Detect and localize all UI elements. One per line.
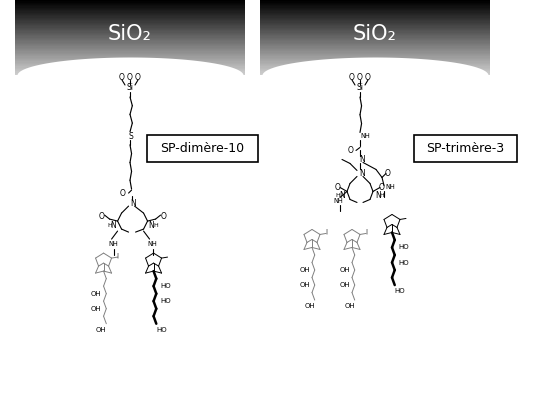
Text: N: N xyxy=(339,191,345,200)
Text: N: N xyxy=(111,220,117,230)
Text: HO: HO xyxy=(156,327,166,333)
Text: O: O xyxy=(379,183,385,192)
Text: O: O xyxy=(119,72,125,81)
Text: SP-trimère-3: SP-trimère-3 xyxy=(426,141,504,154)
Text: N: N xyxy=(375,191,381,200)
Text: NH: NH xyxy=(360,134,370,140)
Text: OH: OH xyxy=(339,282,350,288)
Text: O: O xyxy=(135,72,141,81)
FancyBboxPatch shape xyxy=(146,134,257,162)
Text: SP-dimère-10: SP-dimère-10 xyxy=(160,141,244,154)
Text: NH: NH xyxy=(147,241,157,247)
Text: |: | xyxy=(117,252,119,258)
Text: N: N xyxy=(149,220,154,230)
Text: HO: HO xyxy=(399,244,409,250)
Text: NH: NH xyxy=(109,241,119,247)
Text: OH: OH xyxy=(339,267,350,273)
Text: N: N xyxy=(359,155,365,164)
Text: OH: OH xyxy=(299,267,310,273)
Text: O: O xyxy=(385,169,391,178)
Text: OH: OH xyxy=(299,282,310,288)
Text: HO: HO xyxy=(395,288,405,294)
Text: SiO₂: SiO₂ xyxy=(353,24,397,44)
Text: N: N xyxy=(131,198,137,208)
Text: HO: HO xyxy=(399,259,409,266)
Text: H: H xyxy=(379,193,384,198)
Text: O: O xyxy=(357,72,363,81)
Text: O: O xyxy=(127,72,133,81)
Text: |: | xyxy=(325,229,327,234)
Text: N: N xyxy=(359,169,365,178)
Text: O: O xyxy=(160,211,166,220)
Text: H: H xyxy=(107,222,112,228)
Text: OH: OH xyxy=(91,291,101,297)
Text: Si: Si xyxy=(126,83,133,92)
Text: O: O xyxy=(120,189,126,198)
Text: O: O xyxy=(348,146,354,155)
Text: S: S xyxy=(128,132,133,141)
Text: SiO₂: SiO₂ xyxy=(108,24,152,44)
Text: O: O xyxy=(365,72,371,81)
Text: |: | xyxy=(365,229,367,234)
Text: OH: OH xyxy=(344,303,355,309)
Text: OH: OH xyxy=(96,327,107,333)
FancyBboxPatch shape xyxy=(414,134,517,162)
Text: HO: HO xyxy=(160,283,171,289)
Text: NH: NH xyxy=(333,198,343,204)
Text: H: H xyxy=(335,193,340,198)
Text: NH: NH xyxy=(385,184,395,191)
Text: O: O xyxy=(99,211,105,220)
Text: Si: Si xyxy=(357,83,364,92)
Text: O: O xyxy=(335,183,341,192)
Text: O: O xyxy=(349,72,355,81)
Text: H: H xyxy=(153,222,158,228)
Text: HO: HO xyxy=(160,298,171,304)
Text: OH: OH xyxy=(91,306,101,312)
Text: OH: OH xyxy=(305,303,315,309)
